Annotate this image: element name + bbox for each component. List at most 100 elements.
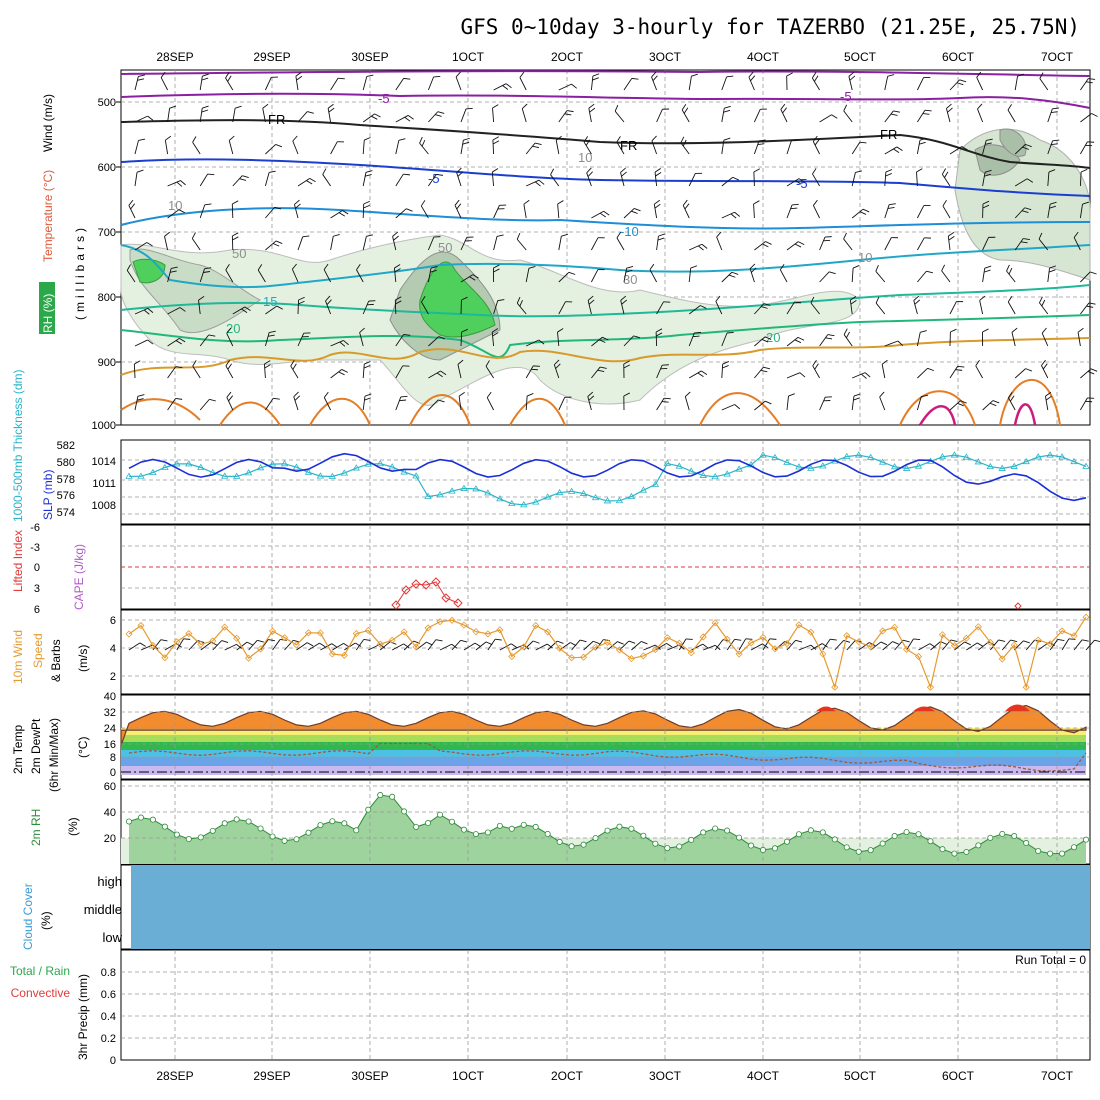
barb-flag — [583, 136, 589, 143]
rh-2m-point — [915, 831, 922, 838]
barb-flag — [201, 109, 209, 113]
wind-barb — [395, 333, 411, 347]
barb-staff — [199, 334, 210, 347]
barb-flag — [294, 395, 301, 401]
barb-staff — [493, 83, 507, 91]
barb-staff — [875, 302, 886, 315]
barb-flag — [371, 115, 378, 120]
wind-barb — [362, 74, 374, 91]
barb-flag — [798, 241, 805, 246]
thickness-point — [1046, 451, 1054, 458]
wind-barb — [946, 103, 953, 123]
barb-flag — [923, 76, 931, 78]
barb-flag — [913, 638, 921, 641]
barb-flag — [202, 73, 209, 77]
wind-barb — [811, 72, 820, 91]
barb-staff — [134, 172, 138, 187]
barb-flag — [394, 268, 401, 273]
barb-staff — [851, 396, 855, 411]
wind-barb — [649, 263, 657, 283]
barb-staff — [1011, 332, 1016, 347]
barb-flag — [641, 641, 648, 645]
barb-staff — [395, 365, 404, 379]
barb-flag — [291, 263, 297, 270]
barb-flag — [175, 366, 183, 369]
wind-barb — [291, 263, 299, 283]
barb-flag — [303, 332, 311, 334]
wind-barb — [492, 104, 499, 123]
wind-barb — [779, 263, 788, 283]
barb-flag — [1088, 78, 1096, 80]
wind-barb — [653, 199, 661, 219]
temp-2m-area — [120, 704, 1087, 746]
barb-flag — [734, 404, 741, 410]
rh-2m-point — [532, 823, 539, 830]
barb-flag — [557, 200, 564, 205]
barb-flag — [338, 212, 346, 217]
wind-barb — [949, 365, 965, 379]
wind-barb — [754, 241, 772, 251]
thickness-point — [986, 462, 995, 470]
barb-staff — [786, 140, 792, 155]
barb-flag — [984, 173, 991, 177]
lifted-index-series — [395, 581, 459, 606]
barb-flag — [466, 236, 474, 238]
barb-flag — [419, 136, 423, 144]
barb-flag — [843, 640, 851, 643]
barb-flag — [394, 264, 401, 269]
wind-barb — [786, 301, 802, 315]
thickness-point — [735, 465, 743, 472]
wind-barb — [1080, 368, 1098, 379]
thickness-point — [1034, 453, 1042, 460]
barb-flag — [461, 328, 468, 333]
barb-flag — [823, 239, 831, 242]
barb-staff — [786, 337, 799, 347]
barb-staff — [226, 397, 234, 411]
barb-staff — [516, 238, 527, 251]
barb-flag — [724, 105, 731, 109]
rh-2m-point — [197, 834, 204, 841]
barb-staff — [308, 642, 320, 651]
barb-staff — [421, 301, 429, 315]
wind10-label2: Speed — [31, 633, 45, 668]
rh-2m-point — [999, 830, 1006, 837]
barb-flag — [128, 199, 134, 206]
contour-label: 50 — [438, 240, 452, 255]
contour-label: 20 — [766, 330, 780, 345]
barb-staff — [623, 208, 635, 219]
barb-flag — [462, 141, 470, 145]
wind-barb — [949, 328, 957, 347]
wind-speed-point — [974, 623, 982, 631]
wind-barb — [557, 200, 564, 219]
barb-staff — [228, 140, 234, 155]
barb-staff — [362, 300, 370, 315]
wind-barb — [1007, 391, 1016, 411]
barb-staff — [906, 638, 914, 651]
rh-2m-point — [604, 827, 611, 834]
rh-2m-point — [927, 838, 934, 845]
contour-labels: -5 -5 FR FR FR -5 -5 -10 10 15 20 20 50 … — [168, 89, 897, 345]
barb-flag — [547, 643, 553, 649]
barb-flag — [983, 269, 991, 273]
barb-staff — [463, 642, 476, 651]
wind-barb — [656, 397, 671, 411]
temp-hot-area — [816, 704, 1030, 712]
wind-barb — [851, 393, 861, 411]
barb-flag — [599, 212, 606, 218]
contour-label: 50 — [232, 246, 246, 261]
wind-barb — [738, 638, 753, 651]
rh-2m-point — [652, 840, 659, 847]
barb-staff — [297, 178, 310, 187]
rh-2m-point — [173, 831, 180, 838]
barb-staff — [656, 109, 663, 123]
wind10-panel: 642 10m Wind Speed & Barbs (m/s) — [11, 609, 1100, 695]
wind-barb — [688, 172, 703, 187]
wind-speed-point — [819, 650, 827, 658]
barb-flag — [126, 264, 131, 271]
thickness-point — [543, 493, 552, 500]
wind-barb — [884, 110, 901, 123]
wind-barb — [176, 638, 191, 651]
barb-flag — [204, 203, 212, 206]
barb-flag — [843, 232, 847, 240]
barb-staff — [428, 111, 439, 123]
